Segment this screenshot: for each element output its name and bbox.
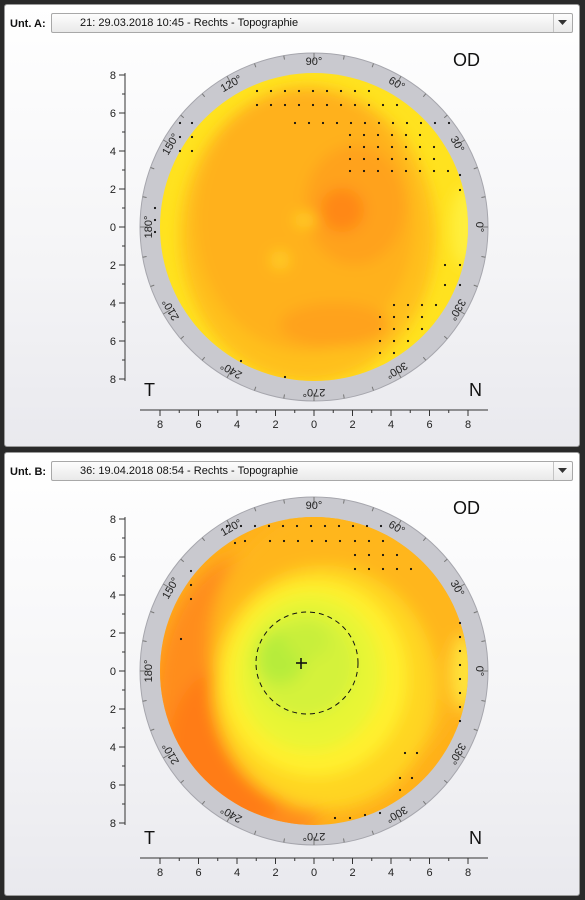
- y-tick-label: 4: [110, 590, 116, 602]
- x-tick-label: 2: [272, 419, 278, 431]
- y-tick-label: 8: [110, 374, 116, 386]
- exam-select[interactable]: 36: 19.04.2018 08:54 - Rechts - Topograp…: [51, 461, 573, 481]
- x-tick-label: 8: [157, 419, 163, 431]
- y-tick-label: 2: [110, 260, 116, 272]
- y-tick-label: 2: [110, 628, 116, 640]
- chevron-down-icon[interactable]: [553, 14, 572, 32]
- exam-panel-b: Unt. B: 36: 19.04.2018 08:54 - Rechts - …: [4, 452, 580, 896]
- y-tick-label: 6: [110, 336, 116, 348]
- x-tick-label: 8: [157, 867, 163, 879]
- eye-label: OD: [453, 498, 480, 518]
- y-tick-label: 0: [110, 222, 116, 234]
- x-tick-label: 2: [349, 419, 355, 431]
- angle-label: 270°: [303, 830, 326, 842]
- x-tick-label: 8: [465, 419, 471, 431]
- x-tick-label: 6: [195, 419, 201, 431]
- x-tick-label: 6: [426, 867, 432, 879]
- y-tick-label: 6: [110, 552, 116, 564]
- y-tick-label: 4: [110, 146, 116, 158]
- plus-icon: [296, 658, 307, 669]
- nasal-label: N: [469, 828, 482, 848]
- exam-select[interactable]: 21: 29.03.2018 10:45 - Rechts - Topograp…: [51, 13, 573, 33]
- exam-label: Unt. A:: [10, 18, 46, 30]
- eye-label: OD: [453, 50, 480, 70]
- x-tick-label: 4: [388, 867, 394, 879]
- x-tick-label: 4: [234, 867, 240, 879]
- pupil-outline: [255, 611, 359, 715]
- angle-label: 90°: [306, 56, 323, 68]
- y-tick-label: 6: [110, 108, 116, 120]
- measurement-points: [179, 524, 462, 820]
- x-tick-label: 0: [311, 867, 317, 879]
- temporal-label: T: [144, 828, 155, 848]
- angle-label: 90°: [306, 500, 323, 512]
- angle-ticks: [140, 53, 488, 401]
- x-tick-label: 4: [234, 419, 240, 431]
- x-tick-label: 0: [311, 419, 317, 431]
- angle-label: 0°: [473, 222, 485, 233]
- exam-label: Unt. B:: [10, 466, 47, 478]
- nasal-label: N: [469, 380, 482, 400]
- x-tick-label: 2: [272, 867, 278, 879]
- elevation-map: [160, 517, 468, 825]
- y-tick-label: 0: [110, 666, 116, 678]
- y-tick-label: 8: [110, 70, 116, 82]
- y-tick-label: 8: [110, 818, 116, 830]
- x-tick-label: 2: [349, 867, 355, 879]
- y-tick-label: 4: [110, 298, 116, 310]
- x-tick-label: 6: [426, 419, 432, 431]
- angle-ticks: [140, 497, 488, 845]
- y-tick-label: 6: [110, 780, 116, 792]
- axes: 8 6 4 2 0 2 4 6 8 8 6 4 2 0 2 4 6 8: [110, 514, 488, 879]
- y-tick-label: 2: [110, 704, 116, 716]
- angle-label: 180°: [143, 216, 155, 239]
- y-tick-label: 8: [110, 514, 116, 526]
- x-tick-label: 8: [465, 867, 471, 879]
- angle-label: 270°: [303, 386, 326, 398]
- x-tick-label: 4: [388, 419, 394, 431]
- measurement-points: [153, 89, 462, 379]
- elevation-map: [162, 75, 468, 381]
- y-tick-label: 2: [110, 184, 116, 196]
- y-tick-label: 4: [110, 742, 116, 754]
- exam-select-value: 36: 19.04.2018 08:54 - Rechts - Topograp…: [80, 465, 299, 477]
- axes: 8 6 4 2 0 2 4 6 8 8 6 4 2 0 2 4 6 8: [110, 70, 488, 431]
- exam-panel-a: Unt. A: 21: 29.03.2018 10:45 - Rechts - …: [4, 4, 580, 447]
- angle-label: 180°: [143, 660, 155, 683]
- temporal-label: T: [144, 380, 155, 400]
- exam-select-value: 21: 29.03.2018 10:45 - Rechts - Topograp…: [80, 17, 299, 29]
- x-tick-label: 6: [195, 867, 201, 879]
- angle-label: 0°: [473, 666, 485, 677]
- chevron-down-icon[interactable]: [553, 462, 572, 480]
